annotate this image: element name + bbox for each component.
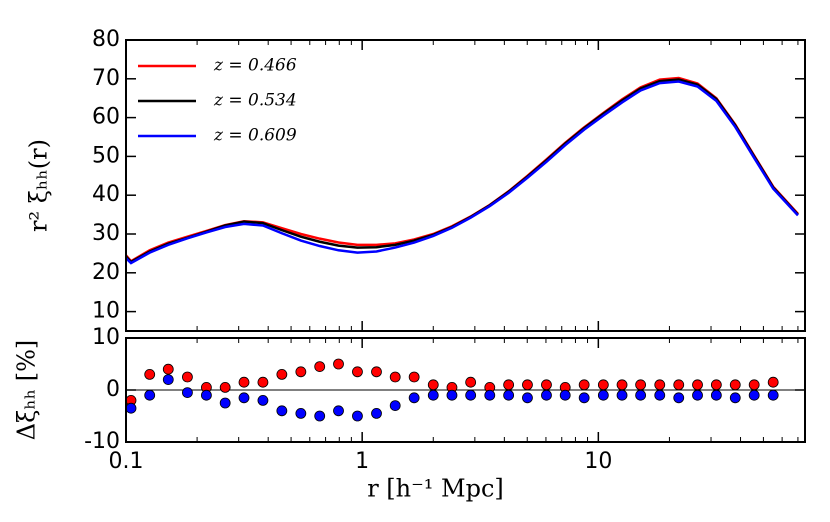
y-tick-label: 50	[92, 143, 120, 168]
y-tick-label: 40	[92, 182, 120, 207]
point	[219, 381, 231, 393]
point	[673, 379, 685, 391]
point	[541, 389, 552, 401]
point	[238, 392, 250, 404]
point	[276, 368, 288, 380]
x-tick-label: 10	[584, 449, 612, 474]
point	[295, 366, 307, 378]
point	[162, 363, 174, 375]
point	[578, 379, 590, 391]
point	[559, 389, 571, 401]
point	[654, 389, 666, 401]
point	[673, 392, 685, 404]
line	[125, 80, 799, 265]
x-tick-label: 0.1	[109, 449, 144, 474]
point	[182, 371, 193, 383]
point	[484, 389, 496, 401]
point	[578, 392, 590, 404]
point	[257, 376, 269, 388]
point	[767, 376, 779, 388]
point	[408, 392, 420, 404]
point	[333, 405, 344, 417]
x-tick-label: 1	[355, 449, 369, 474]
x-axis-label: r [h⁻¹ Mpc]	[367, 475, 504, 503]
y-tick-label: 80	[92, 27, 120, 52]
point	[389, 400, 401, 412]
point	[314, 361, 326, 373]
legend-label: z = 0.609	[213, 126, 297, 146]
point	[729, 379, 741, 391]
point	[352, 410, 363, 422]
point	[616, 379, 628, 391]
point	[635, 379, 647, 391]
y-tick-label: 70	[92, 66, 120, 91]
point	[522, 392, 533, 404]
point	[597, 379, 609, 391]
y-tick-label: 20	[92, 260, 120, 285]
point	[352, 366, 363, 378]
point	[748, 389, 760, 401]
point	[692, 379, 703, 391]
point	[654, 379, 666, 391]
y-tick-label: 0	[106, 377, 120, 402]
y-tick-label: 10	[92, 325, 120, 350]
plot-frame	[125, 39, 806, 332]
point	[276, 405, 288, 417]
point	[616, 389, 628, 401]
point	[541, 379, 552, 391]
point	[162, 374, 174, 386]
legend-label: z = 0.466	[213, 56, 297, 76]
legend-label: z = 0.534	[213, 91, 297, 111]
point	[257, 394, 269, 406]
point	[371, 366, 382, 378]
point	[692, 389, 703, 401]
point	[635, 389, 647, 401]
point	[748, 379, 760, 391]
point	[427, 379, 439, 391]
point	[371, 407, 382, 419]
point	[503, 379, 515, 391]
point	[201, 389, 212, 401]
point	[522, 379, 533, 391]
point	[597, 389, 609, 401]
point	[446, 389, 458, 401]
y-axis-label: Δξₕₕ [%]	[13, 340, 41, 440]
y-tick-label: 10	[92, 299, 120, 324]
y-tick-label: 30	[92, 221, 120, 246]
point	[408, 371, 420, 383]
point	[427, 389, 439, 401]
point	[314, 410, 326, 422]
y-tick-label: -10	[84, 429, 120, 454]
point	[238, 376, 250, 388]
y-axis-label: r² ξₕₕ(r)	[25, 139, 53, 232]
point	[729, 392, 741, 404]
y-tick-label: 60	[92, 105, 120, 130]
point	[144, 368, 156, 380]
point	[710, 389, 722, 401]
point	[389, 371, 401, 383]
point	[767, 389, 779, 401]
point	[503, 389, 515, 401]
point	[144, 389, 156, 401]
point	[465, 389, 477, 401]
point	[219, 397, 231, 409]
point	[295, 407, 307, 419]
point	[465, 376, 477, 388]
plot-frame	[125, 337, 806, 443]
point	[182, 387, 193, 399]
point	[333, 358, 344, 370]
point	[125, 402, 137, 414]
point	[710, 379, 722, 391]
